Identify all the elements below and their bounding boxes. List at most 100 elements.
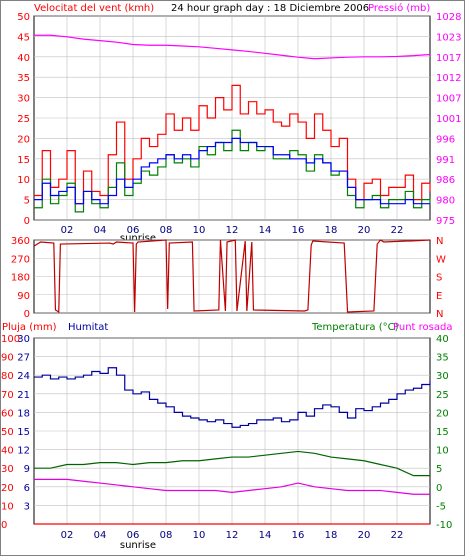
series-wind-direction — [33, 239, 431, 314]
dewpoint-label: Punt rosada — [393, 322, 452, 333]
compass-label: N — [436, 236, 443, 247]
temp-ytick-label: 10 — [436, 446, 449, 457]
dir-ytick-label: 0 — [24, 309, 30, 320]
humidity-ytick-label: 21 — [17, 390, 30, 401]
wind-xtick-label: 06 — [127, 225, 140, 236]
wind-xtick-label: 20 — [358, 225, 371, 236]
series-mitjana-direccional — [34, 137, 430, 205]
rain-ytick-label: 80 — [1, 371, 14, 382]
temp-sunrise-label: sunrise — [120, 540, 156, 551]
temp-ytick-label: 15 — [436, 427, 449, 438]
pressure-ytick-label: 996 — [436, 134, 455, 145]
wind-left-label: Velocitat del vent (kmh) — [34, 3, 154, 14]
rain-ytick-label: 0 — [1, 520, 7, 531]
temp-xtick-label: 18 — [325, 530, 338, 541]
rain-ytick-label: 20 — [1, 483, 14, 494]
temp-xtick-label: 22 — [391, 530, 404, 541]
wind-ytick-label: 0 — [24, 216, 30, 227]
humidity-ytick-label: 30 — [17, 334, 30, 345]
temp-ytick-label: 30 — [436, 371, 449, 382]
wind-ytick-label: 30 — [17, 94, 30, 105]
temp-xtick-label: 14 — [259, 530, 272, 541]
wind-ytick-label: 25 — [17, 114, 30, 125]
pressure-ytick-label: 1017 — [436, 53, 461, 64]
temp-ytick-label: -5 — [436, 501, 446, 512]
pressure-ytick-label: 986 — [436, 175, 455, 186]
rain-ytick-label: 90 — [1, 353, 14, 364]
wind-ytick-label: 40 — [17, 53, 30, 64]
wind-ytick-label: 35 — [17, 73, 30, 84]
series-velocitat-mitjana — [34, 129, 431, 213]
series-humitat — [34, 367, 431, 428]
wind-xtick-label: 12 — [226, 225, 239, 236]
humidity-ytick-label: 6 — [24, 483, 30, 494]
humidity-ytick-label: 9 — [24, 464, 30, 475]
wind-ytick-label: 45 — [17, 32, 30, 43]
temp-ytick-label: 5 — [436, 464, 442, 475]
series-r-fega — [34, 84, 431, 205]
pressure-ytick-label: 980 — [436, 196, 455, 207]
wind-panel: 0 5 10 15 20 25 30 35 40 45 50 975 980 986 991 996 1001 1… — [17, 12, 461, 244]
wind-xtick-label: 02 — [61, 225, 74, 236]
rain-label: Pluja (mm) — [2, 322, 57, 333]
temp-xtick-label: 06 — [127, 530, 140, 541]
wind-ytick-label: 10 — [17, 175, 30, 186]
temp-ytick-label: 40 — [436, 334, 449, 345]
series-pressi-mb- — [34, 34, 431, 60]
wind-xtick-label: 14 — [259, 225, 272, 236]
rain-ytick-label: 60 — [1, 408, 14, 419]
humidity-ytick-label: 27 — [17, 353, 30, 364]
wind-sunrise-label: sunrise — [120, 233, 156, 244]
compass-label: N — [436, 309, 443, 320]
humidity-ytick-label: 24 — [17, 371, 30, 382]
compass-label: S — [436, 273, 442, 284]
chart-title: 24 hour graph day : 18 Diciembre 2006 — [171, 3, 369, 14]
wind-ytick-label: 50 — [17, 12, 30, 23]
temp-xtick-label: 02 — [61, 530, 74, 541]
wind-ytick-label: 15 — [17, 155, 30, 166]
temperature-panel: 010203040506070809010036912151821242730-… — [1, 334, 452, 551]
series-temperatura-c- — [34, 450, 430, 477]
temp-ytick-label: 25 — [436, 390, 449, 401]
humidity-ytick-label: 15 — [17, 427, 30, 438]
wind-xtick-label: 18 — [325, 225, 338, 236]
rain-ytick-label: 70 — [1, 390, 14, 401]
rain-ytick-label: 30 — [1, 464, 14, 475]
humidity-ytick-label: 12 — [17, 446, 30, 457]
compass-label: E — [436, 291, 442, 302]
pressure-ytick-label: 991 — [436, 155, 455, 166]
temp-ytick-label: 20 — [436, 408, 449, 419]
humidity-ytick-label: 18 — [17, 408, 30, 419]
wind-xtick-label: 08 — [160, 225, 173, 236]
series-punt-rosada — [34, 478, 430, 495]
temp-xtick-label: 16 — [292, 530, 305, 541]
temp-ytick-label: 0 — [436, 483, 442, 494]
pressure-ytick-label: 1007 — [436, 94, 461, 105]
rain-ytick-label: 40 — [1, 446, 14, 457]
pressure-label: Pressió (mb) — [368, 2, 430, 14]
humidity-ytick-label: 3 — [24, 501, 30, 512]
rain-ytick-label: 100 — [1, 334, 20, 345]
wind-xtick-label: 10 — [193, 225, 206, 236]
temp-xtick-label: 08 — [160, 530, 173, 541]
humidity-label: Humitat — [68, 322, 108, 333]
temp-xtick-label: 20 — [358, 530, 371, 541]
pressure-ytick-label: 1023 — [436, 32, 461, 43]
rain-ytick-label: 50 — [1, 427, 14, 438]
temp-ytick-label: -10 — [436, 520, 452, 531]
compass-label: W — [436, 254, 446, 265]
rain-ytick-label: 10 — [1, 501, 14, 512]
pressure-ytick-label: 1028 — [436, 12, 461, 23]
dir-ytick-label: 360 — [11, 236, 30, 247]
dir-ytick-label: 90 — [17, 291, 30, 302]
temperature-label: Temperatura (°C) — [311, 322, 399, 333]
pressure-ytick-label: 1001 — [436, 114, 461, 125]
temp-xtick-label: 12 — [226, 530, 239, 541]
wind-xtick-label: 22 — [391, 225, 404, 236]
wind-xtick-label: 16 — [292, 225, 305, 236]
wind-ytick-label: 5 — [24, 196, 30, 207]
temp-xtick-label: 10 — [193, 530, 206, 541]
pressure-ytick-label: 975 — [436, 216, 455, 227]
